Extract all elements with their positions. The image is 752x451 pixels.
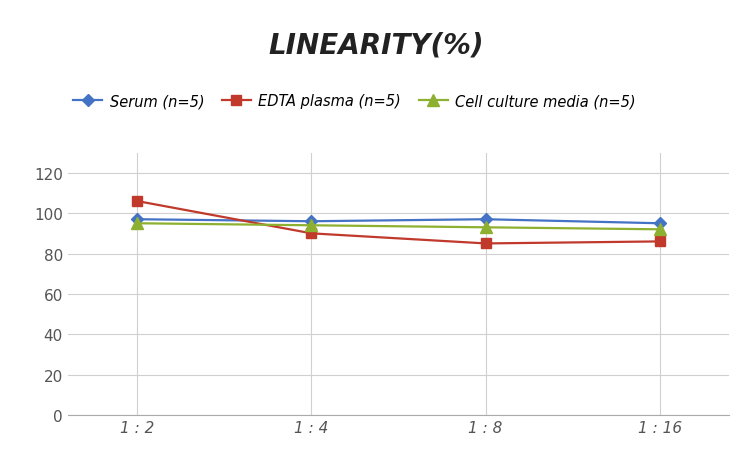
EDTA plasma (n=5) [655,239,664,244]
Serum (n=5) [655,221,664,226]
Text: LINEARITY(%): LINEARITY(%) [268,32,484,60]
Serum (n=5) [481,217,490,222]
Cell culture media (n=5) [133,221,142,226]
Cell culture media (n=5) [481,225,490,230]
Line: Cell culture media (n=5): Cell culture media (n=5) [132,218,666,235]
Serum (n=5) [133,217,142,222]
Legend: Serum (n=5), EDTA plasma (n=5), Cell culture media (n=5): Serum (n=5), EDTA plasma (n=5), Cell cul… [68,88,641,115]
Cell culture media (n=5) [307,223,316,229]
EDTA plasma (n=5) [133,199,142,204]
Cell culture media (n=5) [655,227,664,233]
Serum (n=5) [307,219,316,225]
Line: Serum (n=5): Serum (n=5) [133,216,664,228]
Line: EDTA plasma (n=5): EDTA plasma (n=5) [132,197,665,249]
EDTA plasma (n=5) [307,231,316,236]
EDTA plasma (n=5) [481,241,490,247]
